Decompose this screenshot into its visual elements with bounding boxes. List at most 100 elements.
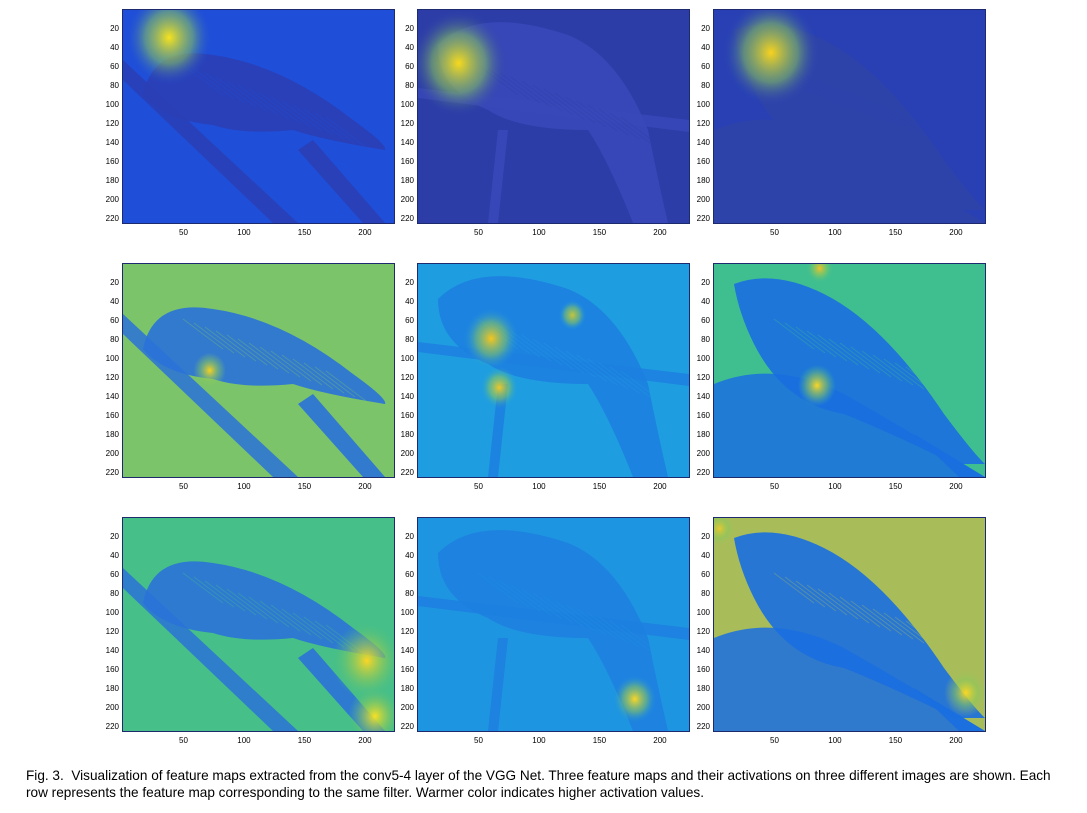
y-tick-label: 120 — [696, 119, 710, 129]
x-tick-label: 100 — [532, 736, 546, 745]
activation-hotspot — [480, 366, 519, 409]
y-tick-label: 60 — [405, 316, 414, 326]
y-tick-label: 220 — [400, 214, 414, 224]
y-tick-label: 120 — [400, 373, 414, 383]
y-tick-label: 140 — [400, 392, 414, 402]
x-tick-label: 50 — [179, 736, 188, 745]
x-tick-label: 200 — [358, 482, 372, 491]
y-tick-label: 120 — [696, 627, 710, 637]
y-tick-label: 140 — [400, 646, 414, 656]
y-tick-label: 100 — [105, 354, 119, 364]
caption-text: Visualization of feature maps extracted … — [26, 768, 1055, 800]
x-tick-label: 200 — [358, 736, 372, 745]
y-tick-label: 180 — [400, 176, 414, 186]
y-tick-label: 140 — [696, 392, 710, 402]
y-tick-label: 80 — [110, 589, 119, 599]
feature-map-panel-r2-c1 — [122, 263, 395, 478]
x-tick-label: 150 — [297, 228, 312, 237]
y-tick-label: 120 — [400, 627, 414, 637]
y-tick-label: 220 — [696, 722, 710, 732]
x-tick-label: 150 — [592, 228, 607, 237]
x-tick-label: 50 — [770, 482, 779, 491]
y-tick-label: 60 — [701, 62, 710, 72]
y-tick-label: 80 — [405, 81, 414, 91]
x-tick-label: 50 — [770, 736, 779, 745]
y-tick-label: 20 — [405, 24, 414, 34]
activation-hotspot — [558, 300, 587, 331]
y-tick-label: 200 — [400, 703, 414, 713]
y-tick-label: 20 — [701, 532, 710, 542]
x-tick-label: 200 — [653, 736, 667, 745]
y-tick-label: 180 — [400, 684, 414, 694]
feature-map-panel-r3-c1 — [122, 517, 395, 732]
x-tick-label: 100 — [828, 482, 842, 491]
y-tick-label: 100 — [400, 608, 414, 618]
feature-map-panel-r1-c2 — [417, 9, 690, 224]
y-tick-label: 180 — [105, 430, 119, 440]
activation-hotspot — [464, 308, 519, 369]
y-tick-label: 220 — [105, 468, 119, 478]
y-tick-label: 60 — [405, 570, 414, 580]
caption-label: Fig. 3. — [26, 768, 64, 783]
x-tick-label: 200 — [653, 228, 667, 237]
y-tick-label: 80 — [701, 81, 710, 91]
y-tick-label: 160 — [696, 411, 710, 421]
x-tick-label: 150 — [888, 228, 903, 237]
y-tick-label: 100 — [696, 354, 710, 364]
y-tick-label: 220 — [105, 722, 119, 732]
y-tick-label: 220 — [400, 722, 414, 732]
y-tick-label: 140 — [696, 138, 710, 148]
y-tick-label: 160 — [696, 665, 710, 675]
y-tick-label: 140 — [105, 646, 119, 656]
activation-hotspot — [418, 10, 508, 117]
activation-hotspot — [613, 675, 657, 723]
x-tick-label: 100 — [828, 736, 842, 745]
y-tick-label: 180 — [696, 684, 710, 694]
y-tick-label: 200 — [696, 703, 710, 713]
y-tick-label: 20 — [701, 278, 710, 288]
y-tick-label: 180 — [696, 430, 710, 440]
x-tick-label: 50 — [179, 482, 188, 491]
x-tick-label: 150 — [592, 736, 607, 745]
y-tick-label: 20 — [110, 532, 119, 542]
y-tick-label: 100 — [105, 100, 119, 110]
y-tick-label: 60 — [110, 570, 119, 580]
x-tick-label: 50 — [770, 228, 779, 237]
feature-map-panel-r2-c2 — [417, 263, 690, 478]
y-tick-label: 220 — [696, 214, 710, 224]
y-tick-label: 120 — [105, 373, 119, 383]
x-tick-label: 150 — [592, 482, 607, 491]
activation-hotspot — [722, 10, 820, 107]
y-tick-label: 160 — [400, 411, 414, 421]
y-tick-label: 60 — [405, 62, 414, 72]
y-tick-label: 20 — [405, 278, 414, 288]
y-tick-label: 20 — [405, 532, 414, 542]
feature-map-panel-r1-c3 — [713, 9, 986, 224]
y-tick-label: 200 — [105, 195, 119, 205]
y-tick-label: 60 — [110, 62, 119, 72]
y-tick-label: 160 — [400, 157, 414, 167]
y-tick-label: 60 — [701, 570, 710, 580]
y-tick-label: 100 — [696, 608, 710, 618]
x-tick-label: 100 — [532, 482, 546, 491]
y-tick-label: 160 — [400, 665, 414, 675]
y-tick-label: 100 — [400, 354, 414, 364]
y-tick-label: 200 — [400, 449, 414, 459]
x-tick-label: 100 — [237, 228, 251, 237]
y-tick-label: 20 — [701, 24, 710, 34]
y-tick-label: 20 — [110, 278, 119, 288]
y-tick-label: 160 — [696, 157, 710, 167]
x-tick-label: 200 — [949, 736, 963, 745]
y-tick-label: 60 — [701, 316, 710, 326]
y-tick-label: 200 — [696, 195, 710, 205]
x-tick-label: 50 — [474, 482, 483, 491]
y-tick-label: 100 — [105, 608, 119, 618]
y-tick-label: 180 — [105, 176, 119, 186]
x-tick-label: 100 — [532, 228, 546, 237]
y-tick-label: 120 — [105, 119, 119, 129]
y-tick-label: 40 — [701, 297, 710, 307]
y-tick-label: 120 — [696, 373, 710, 383]
x-tick-label: 150 — [888, 736, 903, 745]
y-tick-label: 180 — [400, 430, 414, 440]
activation-hotspot — [714, 518, 736, 547]
